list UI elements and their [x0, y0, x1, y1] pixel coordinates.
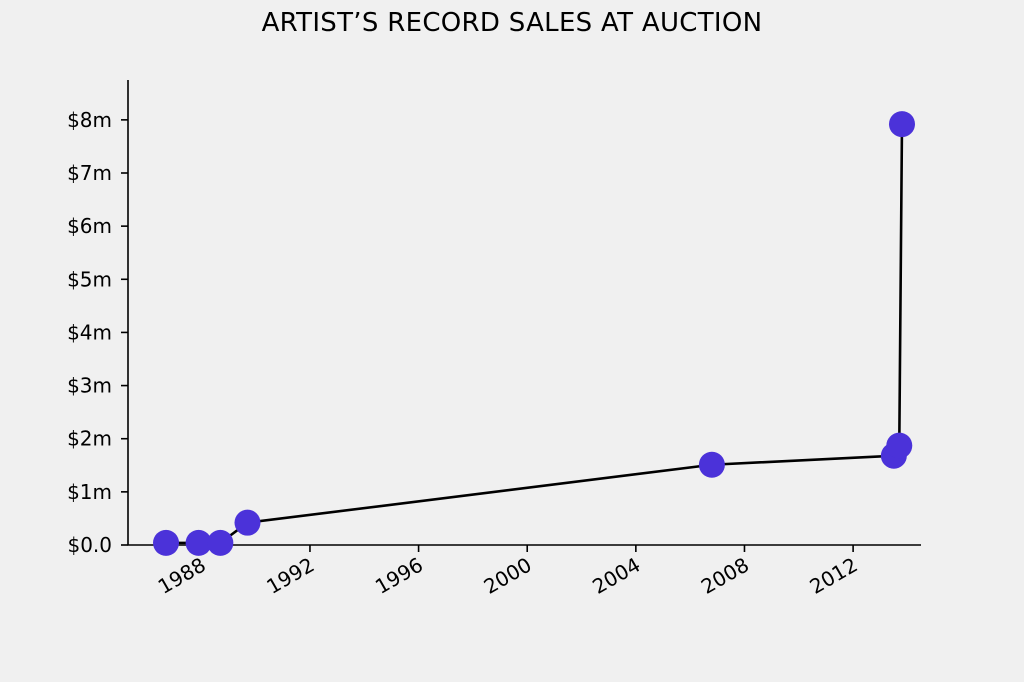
- x-tick-label: 1988: [154, 553, 210, 599]
- x-tick-label: 2004: [588, 553, 644, 599]
- y-tick-label: $3m: [67, 374, 112, 398]
- y-tick-label: $0.0: [67, 533, 112, 557]
- data-point: [207, 529, 234, 556]
- y-tick-label: $6m: [67, 214, 112, 238]
- y-tick-label: $7m: [67, 161, 112, 185]
- data-point: [153, 529, 180, 556]
- y-tick-label: $8m: [67, 108, 112, 132]
- data-point: [888, 111, 915, 138]
- y-tick-label: $2m: [67, 427, 112, 451]
- x-tick-label: 2012: [806, 553, 862, 599]
- data-point: [698, 451, 725, 478]
- x-tick-label: 2000: [480, 553, 536, 599]
- x-tick-label: 1992: [262, 553, 318, 599]
- x-tick-label: 2008: [697, 553, 753, 599]
- data-point: [185, 529, 212, 556]
- chart-title: ARTIST’S RECORD SALES AT AUCTION: [261, 8, 763, 38]
- data-point: [234, 509, 261, 536]
- series-line: [166, 124, 904, 545]
- y-tick-label: $4m: [67, 320, 112, 344]
- y-tick-label: $5m: [67, 267, 112, 291]
- y-tick-label: $1m: [67, 480, 112, 504]
- x-tick-label: 1996: [371, 553, 427, 599]
- data-point: [886, 432, 913, 459]
